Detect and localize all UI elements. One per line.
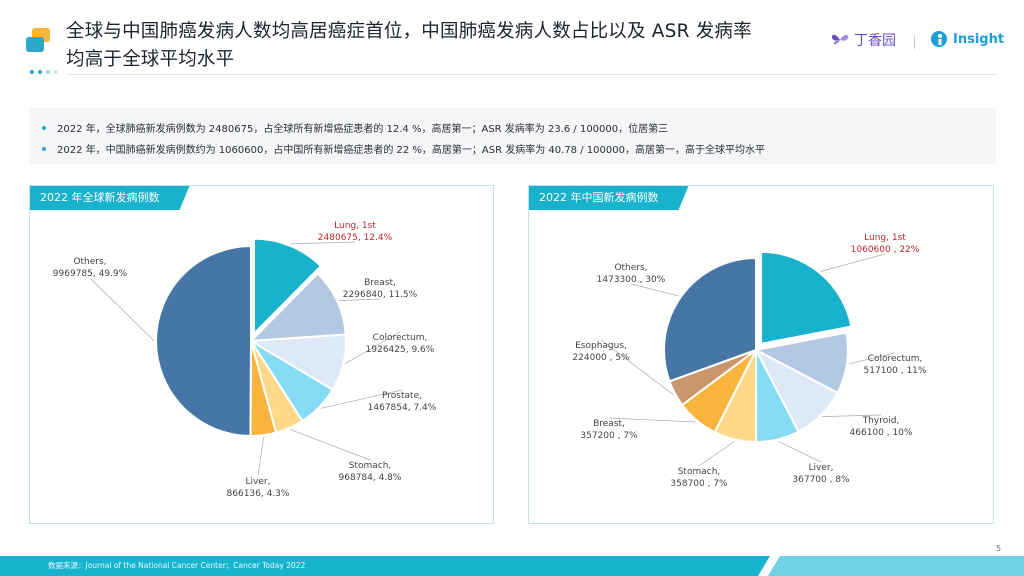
slice-label-value: 358700 , 7%	[670, 479, 728, 489]
header-dots	[30, 70, 58, 74]
butterfly-icon	[831, 34, 849, 45]
slice-label-name: Breast,	[364, 278, 396, 288]
slice-label-value: 866136, 4.3%	[227, 489, 290, 499]
leader-line	[600, 339, 674, 395]
page-number: 5	[996, 544, 1002, 553]
pie-slice-lungst	[253, 237, 323, 337]
summary-box: 2022 年，全球肺癌新发病例数为 2480675，占全球所有新增癌症患者的 1…	[30, 108, 996, 164]
summary-bullet: 2022 年，全球肺癌新发病例数为 2480675，占全球所有新增癌症患者的 1…	[42, 120, 668, 135]
leader-line	[320, 389, 403, 409]
china-pie-chart: Lung, 1st 1060600 , 22% Colorectum, 517100 …	[572, 233, 927, 489]
china-chart-panel: Lung, 1st 1060600 , 22% Colorectum, 517100 …	[528, 185, 994, 524]
slice-label-name: Stomach,	[678, 467, 721, 477]
slice-label-name: Stomach,	[349, 461, 392, 471]
data-source: 数据来源：Journal of the National Cancer Cent…	[48, 561, 306, 570]
leader-line	[698, 441, 735, 467]
slice-label-name: Others,	[73, 257, 106, 267]
leader-line	[89, 277, 155, 341]
pie-slice-others	[663, 256, 757, 383]
slice-label-name: Prostate,	[382, 391, 422, 401]
insight-logo-icon	[931, 31, 947, 47]
leader-line	[290, 241, 356, 245]
slice-label-name: Breast,	[593, 419, 625, 429]
slice-label-value: 1060600 , 22%	[851, 245, 920, 255]
slice-label-name: Lung, 1st	[334, 221, 376, 231]
panel-title: 2022 年全球新发病例数	[30, 186, 190, 210]
slice-label-value: 224000 , 5%	[572, 353, 630, 363]
slice-label-value: 9969785, 49.9%	[53, 269, 128, 279]
brand-logo-icon	[26, 28, 50, 52]
slice-label-value: 1926425, 9.6%	[366, 345, 435, 355]
pie-slice-lungst	[760, 250, 853, 346]
leader-line	[345, 331, 401, 364]
slice-label-value: 357200 , 7%	[580, 431, 638, 441]
slice-label-name: Lung, 1st	[864, 233, 906, 243]
slice-label-name: Liver,	[809, 463, 834, 473]
leader-line	[290, 429, 371, 461]
footer-bar-accent	[768, 556, 1024, 576]
slice-label-value: 1467854, 7.4%	[368, 403, 437, 413]
leader-line	[778, 440, 822, 463]
leader-line	[339, 298, 381, 301]
brand-dxy: 丁香园	[830, 30, 896, 50]
global-chart-panel: Lung, 1st 2480675, 12.4% Breast, 2296840, 1…	[29, 185, 494, 524]
brand-separator	[914, 35, 915, 49]
slice-label-value: 1473300 , 30%	[597, 275, 666, 285]
leader-line	[257, 437, 264, 477]
leader-line	[630, 283, 680, 297]
slice-label-value: 2296840, 11.5%	[343, 290, 418, 300]
slice-label-name: Colorectum,	[373, 333, 428, 343]
slice-label-value: 2480675, 12.4%	[318, 233, 393, 243]
header-divider	[66, 74, 998, 75]
leader-line	[608, 417, 696, 423]
slice-label-value: 367700 , 8%	[792, 475, 850, 485]
slice-label-name: Thyroid,	[862, 416, 900, 426]
global-pie-chart: Lung, 1st 2480675, 12.4% Breast, 2296840, 1…	[53, 221, 437, 499]
slice-label-value: 466100 , 10%	[850, 428, 913, 438]
panel-title: 2022 年中国新发病例数	[529, 186, 689, 210]
brand-insight: Insight	[930, 30, 1004, 48]
slice-label-name: Liver,	[246, 477, 271, 487]
slice-label-name: Others,	[614, 263, 647, 273]
pie-slice-others	[155, 244, 252, 438]
pie-slice-breast	[248, 272, 347, 343]
slice-label-value: 517100 , 11%	[864, 366, 927, 376]
summary-bullet: 2022 年，中国肺癌新发病例数约为 1060600，占中国所有新增癌症患者的 …	[42, 141, 765, 156]
slice-label-value: 968784, 4.8%	[339, 473, 402, 483]
slice-label-name: Colorectum,	[868, 354, 923, 364]
leader-line	[822, 414, 882, 417]
slice-label-name: Esophagus,	[575, 341, 627, 351]
page-title: 全球与中国肺癌发病人数均高居癌症首位，中国肺癌发病人数占比以及 ASR 发病率 …	[66, 21, 752, 70]
footer-bar	[0, 556, 770, 576]
leader-line	[820, 253, 886, 272]
leader-line	[848, 352, 896, 365]
